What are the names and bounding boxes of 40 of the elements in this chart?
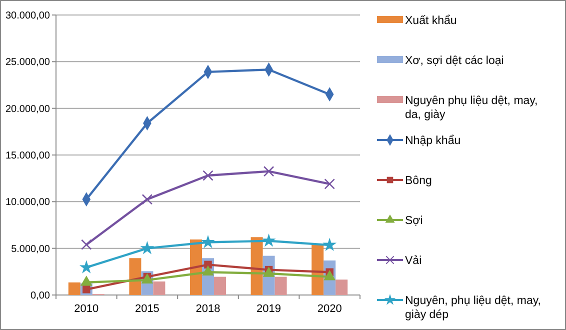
legend-label: Vải bbox=[405, 255, 422, 267]
point bbox=[201, 234, 215, 248]
y-tick-label: 25.000,00 bbox=[6, 57, 50, 68]
point bbox=[81, 239, 92, 250]
point bbox=[262, 266, 275, 277]
point bbox=[324, 178, 335, 190]
bar bbox=[68, 282, 80, 295]
point bbox=[204, 260, 212, 269]
legend-label: Bông bbox=[405, 175, 432, 187]
point bbox=[142, 194, 153, 205]
y-tick-label: 5.000,00 bbox=[11, 244, 50, 255]
x-tick-label: 2018 bbox=[196, 303, 220, 315]
bar bbox=[214, 276, 226, 295]
point bbox=[202, 170, 214, 181]
x-tick-label: 2015 bbox=[134, 303, 160, 315]
y-tick-label: 10.000,00 bbox=[6, 197, 50, 208]
bar bbox=[274, 276, 287, 295]
legend-label: Xuất khẩu bbox=[405, 14, 457, 27]
bar bbox=[153, 281, 166, 295]
legend-label: Nhập khẩu bbox=[405, 134, 461, 147]
legend-label: Sợi bbox=[405, 215, 423, 227]
x-tick-label: 2010 bbox=[74, 303, 99, 315]
bar bbox=[336, 280, 348, 295]
point bbox=[141, 273, 154, 284]
y-tick-label: 20.000,00 bbox=[6, 104, 50, 115]
point bbox=[80, 276, 92, 286]
point bbox=[263, 166, 274, 177]
legend-label: Nguyên phụ liệu dệt, may, da, giày bbox=[405, 95, 538, 121]
legend-label: Nguyên, phụ liệu dệt, may, giày dép bbox=[405, 295, 541, 321]
point bbox=[202, 265, 214, 276]
x-tick-label: 2020 bbox=[317, 303, 342, 315]
point bbox=[322, 238, 337, 251]
y-tick-label: 30.000,00 bbox=[6, 10, 50, 22]
legend-label: Xơ, sợi dệt các loại bbox=[405, 55, 504, 67]
y-tick-label: 0,00 bbox=[30, 290, 50, 302]
point bbox=[140, 241, 154, 254]
x-tick-label: 2019 bbox=[256, 303, 282, 315]
y-tick-label: 15.000,00 bbox=[6, 150, 50, 162]
point bbox=[262, 234, 276, 247]
bar bbox=[129, 258, 142, 295]
